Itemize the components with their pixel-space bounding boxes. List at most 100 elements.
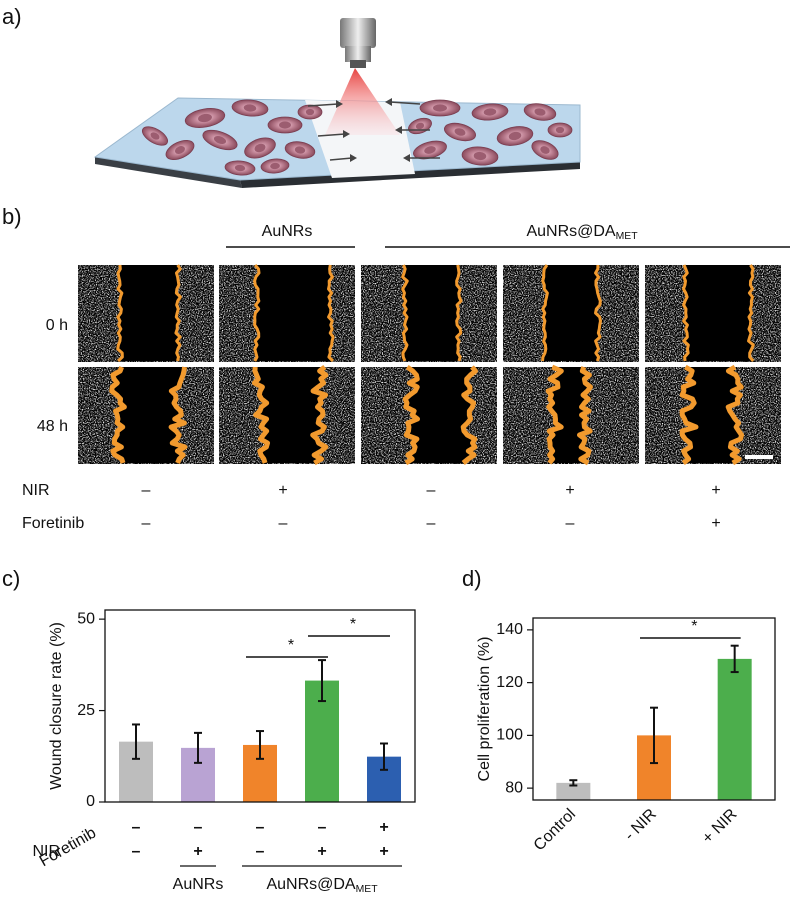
wound-area <box>254 265 334 361</box>
wound-edge <box>594 264 602 362</box>
wound-edge <box>679 364 699 466</box>
x-tick-label: + NIR <box>699 806 740 847</box>
wound-area <box>683 265 754 361</box>
error-bar <box>380 742 388 771</box>
significance-label: * <box>350 616 356 633</box>
nucleus <box>270 162 280 170</box>
wound-area <box>111 367 185 463</box>
group-label: AuNRs@DAMET <box>526 223 638 242</box>
y-tick-label: 100 <box>496 727 523 744</box>
condition-sign: + <box>565 482 574 499</box>
condition-sign: – <box>142 515 151 532</box>
nucleus <box>424 146 436 154</box>
condition-sign: – <box>256 843 265 860</box>
wound-edge <box>725 364 745 466</box>
condition-label: NIR <box>32 843 60 860</box>
condition-sign: – <box>132 819 141 836</box>
panel-label: c) <box>2 566 20 591</box>
label-text: AuNRs@DA <box>266 876 355 893</box>
error-bar <box>730 644 739 674</box>
condition-sign: + <box>317 843 326 860</box>
y-tick-label: 80 <box>505 779 523 796</box>
group-label: AuNRs@DAMET <box>266 876 378 895</box>
wound-edge <box>455 264 463 362</box>
wound-edge <box>327 264 335 363</box>
arrow-head <box>403 154 410 162</box>
laser <box>350 60 366 68</box>
wound-area <box>405 367 476 463</box>
illustration <box>93 18 581 188</box>
significance-label: * <box>288 637 294 654</box>
condition-sign: + <box>379 819 388 836</box>
arrow-head <box>395 126 402 134</box>
wound-edge <box>682 264 690 362</box>
wound-edge <box>747 264 755 362</box>
group-label: AuNRs <box>173 876 224 893</box>
row-label: 48 h <box>37 418 68 435</box>
wound-edge <box>168 366 188 464</box>
nucleus <box>540 146 550 154</box>
wound-area <box>682 367 742 463</box>
plot-frame <box>104 609 416 803</box>
bar <box>717 658 752 800</box>
nucleus <box>150 132 160 140</box>
y-tick-label: 0 <box>86 793 95 810</box>
condition-sign: – <box>318 819 327 836</box>
wound-edge <box>460 365 478 465</box>
condition-sign: – <box>132 843 141 860</box>
nucleus <box>415 122 425 130</box>
condition-label: NIR <box>22 482 50 499</box>
nucleus <box>234 164 246 172</box>
condition-sign: + <box>711 515 720 532</box>
slab-edge <box>240 162 580 188</box>
arrow <box>389 101 421 105</box>
panel-label: a) <box>2 4 22 29</box>
error-bar <box>650 706 658 765</box>
condition-sign: – <box>427 482 436 499</box>
y-tick-label: 50 <box>77 610 95 627</box>
condition-sign: – <box>142 482 151 499</box>
wound-edge <box>401 264 409 362</box>
error-bar <box>318 659 326 703</box>
nucleus <box>305 108 315 116</box>
row-label: 0 h <box>46 317 68 334</box>
laser-beam <box>325 68 400 135</box>
condition-label: Foretinib <box>22 515 84 532</box>
y-axis-label: Wound closure rate (%) <box>48 622 65 790</box>
nucleus <box>454 128 466 136</box>
arrow <box>317 133 346 137</box>
arrow <box>329 157 353 161</box>
laser <box>345 46 371 62</box>
nucleus <box>555 126 565 134</box>
nucleus <box>294 146 306 154</box>
wound-edge <box>251 366 271 464</box>
condition-sign: – <box>256 819 265 836</box>
wound-area <box>117 265 181 361</box>
condition-sign: – <box>427 515 436 532</box>
nucleus <box>175 146 185 154</box>
wound-edge <box>545 364 564 465</box>
arrow <box>307 103 339 107</box>
wound-edge <box>576 366 593 466</box>
nucleus <box>508 131 522 141</box>
significance-label: * <box>691 618 697 635</box>
error-bar <box>256 730 264 760</box>
wound-area <box>542 265 601 361</box>
nucleus <box>279 121 291 129</box>
condition-sign: + <box>379 843 388 860</box>
wound-area <box>548 367 591 463</box>
condition-sign: – <box>279 515 288 532</box>
x-tick-label: - NIR <box>621 806 659 844</box>
group-label: AuNRs <box>262 223 313 240</box>
wound-edge <box>541 264 549 362</box>
nucleus <box>254 143 266 153</box>
micrographs <box>78 264 781 466</box>
condition-sign: + <box>278 482 287 499</box>
error-bar <box>132 723 140 760</box>
condition-sign: + <box>193 843 202 860</box>
bar <box>556 782 591 800</box>
scale-bar <box>745 455 773 459</box>
y-tick-label: 140 <box>496 621 523 638</box>
nucleus <box>534 108 546 116</box>
